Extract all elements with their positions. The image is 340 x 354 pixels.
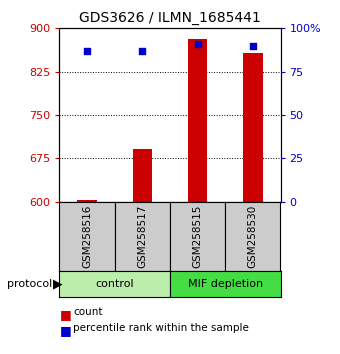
Text: GSM258530: GSM258530 xyxy=(248,205,258,268)
Text: control: control xyxy=(96,279,134,289)
Bar xyxy=(78,200,97,202)
Bar xyxy=(243,53,262,202)
Bar xyxy=(188,39,207,202)
Text: ▶: ▶ xyxy=(53,278,62,291)
Point xyxy=(140,48,145,54)
Bar xyxy=(133,149,152,202)
Text: percentile rank within the sample: percentile rank within the sample xyxy=(73,323,249,333)
Text: ■: ■ xyxy=(59,324,71,337)
Point xyxy=(250,43,256,48)
Text: MIF depletion: MIF depletion xyxy=(188,279,263,289)
Text: ■: ■ xyxy=(59,308,71,321)
Text: protocol: protocol xyxy=(7,279,52,289)
Text: GSM258515: GSM258515 xyxy=(193,205,203,268)
Point xyxy=(84,48,90,54)
Text: GSM258517: GSM258517 xyxy=(137,205,147,268)
Text: GSM258516: GSM258516 xyxy=(82,205,92,268)
Point xyxy=(195,41,200,47)
Text: GDS3626 / ILMN_1685441: GDS3626 / ILMN_1685441 xyxy=(79,11,261,25)
Text: count: count xyxy=(73,307,103,317)
